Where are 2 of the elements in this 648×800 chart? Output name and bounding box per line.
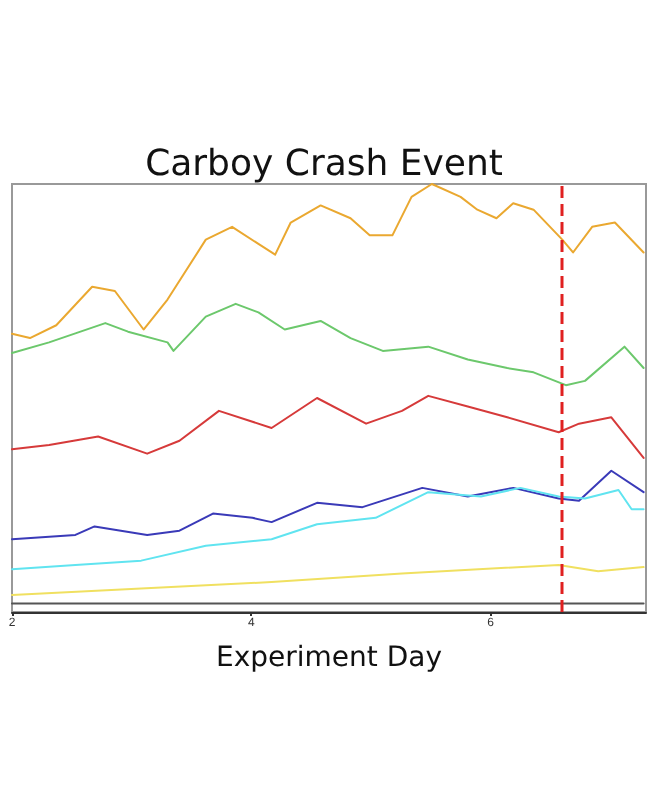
x-axis-title: Experiment Day xyxy=(216,642,442,674)
chart-title: Carboy Crash Event xyxy=(145,143,503,185)
